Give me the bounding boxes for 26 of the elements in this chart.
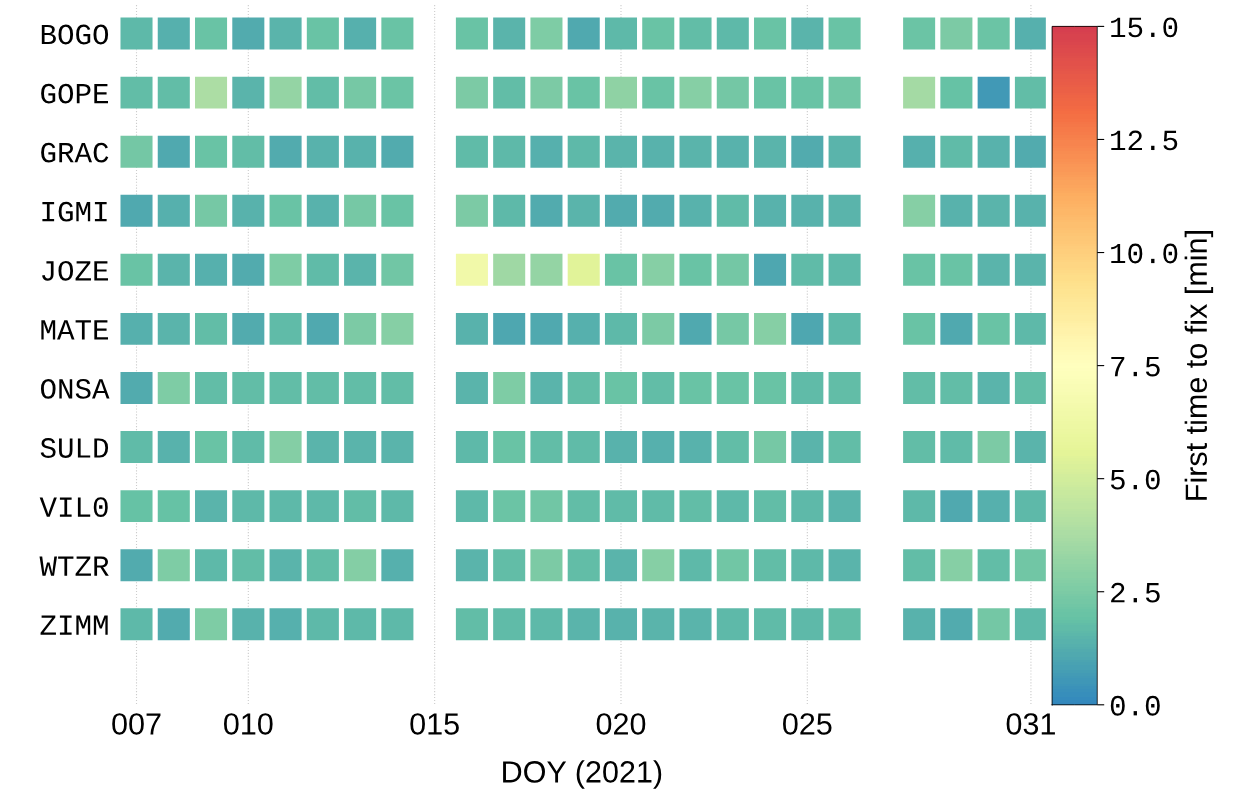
color-bar-label: 7.5: [1111, 356, 1160, 377]
y-tick-label: ZIMM: [40, 615, 108, 635]
x-tick-label: 025: [783, 713, 832, 735]
y-tick-label: BOGO: [41, 24, 109, 45]
x-tick-label: 007: [112, 713, 161, 735]
x-axis-title: DOY (2021): [503, 760, 662, 789]
y-tick-label: IGMI: [42, 201, 107, 222]
color-bar-label: 12.5: [1111, 130, 1178, 151]
color-bar-label: 10.0: [1111, 243, 1178, 264]
y-tick-label: GRAC: [41, 142, 109, 163]
x-tick-label: 031: [1006, 713, 1055, 735]
color-bar-label: 2.5: [1111, 582, 1160, 603]
color-bar-label: 15.0: [1111, 17, 1178, 38]
y-tick-label: SULD: [40, 438, 109, 458]
color-bar-title: First time to fix [min]: [1184, 231, 1214, 500]
x-tick-label: 020: [596, 713, 646, 735]
x-tick-label: 015: [410, 713, 459, 735]
color-bar-label: 0.0: [1110, 695, 1160, 716]
y-tick-label: ONSA: [40, 379, 110, 399]
y-tick-label: JOZE: [42, 260, 109, 281]
y-tick-label: MATE: [41, 320, 109, 340]
y-tick-label: WTZR: [39, 556, 109, 576]
y-tick-label: VIL0: [39, 497, 108, 517]
color-bar-label: 5.0: [1110, 469, 1160, 490]
y-tick-label: GOPE: [41, 83, 109, 104]
x-tick-label: 010: [224, 713, 273, 735]
